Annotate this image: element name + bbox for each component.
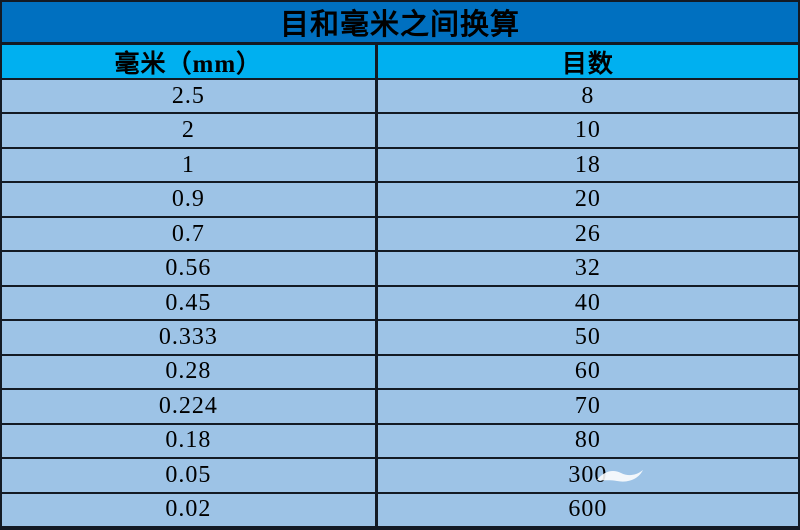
mesh-value-cell: 18 [574,151,601,178]
table-header-row: 毫米（mm） 目数 [2,45,798,80]
mesh-value-cell: 32 [574,255,601,282]
mm-value-cell: 0.28 [2,355,378,389]
mesh-value-cell: 26 [574,220,601,247]
table-row: 1 18 [2,148,798,184]
table-row: 0.333 50 [2,321,798,356]
mesh-value-cell: 80 [574,427,601,454]
mm-value-cell: 0.9 [2,183,378,216]
mesh-value-cell: 60 [574,358,601,385]
column-header-mesh: 目数 [561,50,614,78]
table-body: 2.5 8 2 10 1 18 0.9 20 0.7 26 0.56 32 0.45 40 0.333 50 0… [2,80,798,527]
table-row: 0.224 70 [2,390,798,425]
table-row: 0.18 80 [2,424,798,460]
table-title: 目和毫米之间换算 [2,2,798,45]
table-row: 2 10 [2,114,798,149]
table-row: 2.5 8 [2,80,798,115]
mm-value-cell: 0.45 [2,286,378,320]
mm-value-cell: 2 [2,114,378,147]
mm-value-cell: 0.333 [2,321,378,354]
table-row: 0.28 60 [2,355,798,391]
table-row: 0.56 32 [2,252,798,287]
mm-value-cell: 0.224 [2,390,378,423]
mm-value-cell: 0.18 [2,424,378,458]
mesh-value-cell: 600 [568,496,608,523]
table-row: 0.02 600 [2,493,798,527]
mesh-value-cell: 300 [568,461,608,488]
mm-value-cell: 0.7 [2,217,378,251]
mesh-value-cell: 20 [574,186,601,213]
mesh-value-cell: 40 [574,289,601,316]
mesh-value-cell: 50 [574,324,601,351]
mesh-value-cell: 70 [574,392,601,419]
table-row: 0.7 26 [2,217,798,253]
mm-value-cell: 2.5 [2,80,378,113]
mm-value-cell: 0.02 [2,493,378,527]
mm-value-cell: 1 [2,148,378,182]
table-row: 0.05 300 [2,459,798,494]
mesh-value-cell: 10 [574,117,601,144]
mesh-value-cell: 8 [581,82,595,109]
table-row: 0.45 40 [2,286,798,322]
column-header-mm: 毫米（mm） [2,45,378,78]
mm-value-cell: 0.05 [2,459,378,492]
table-row: 0.9 20 [2,183,798,218]
mm-value-cell: 0.56 [2,252,378,285]
